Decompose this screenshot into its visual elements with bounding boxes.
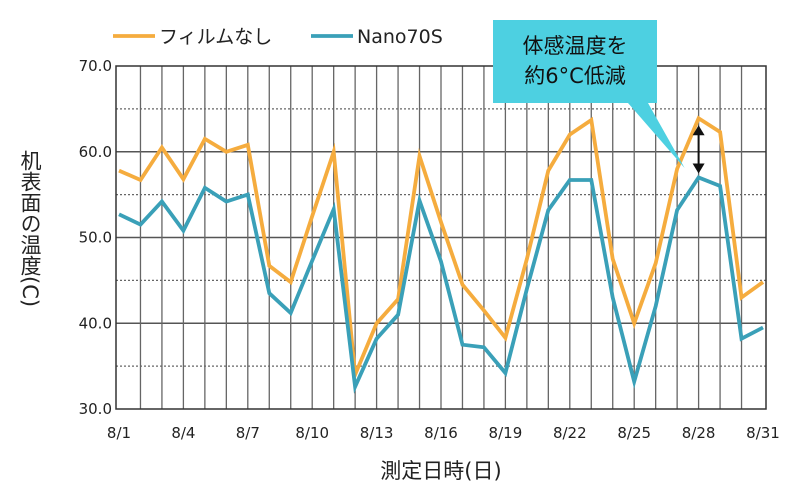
callout-text-line-1: 体感温度を <box>523 34 628 58</box>
x-axis-ticks: 8/1 8/4 8/7 8/10 8/13 8/16 8/19 8/22 8/25 8/28 8/3… <box>107 424 780 442</box>
callout-text-line-2: 約6°C低減 <box>524 64 626 88</box>
y-tick-label: 30.0 <box>79 400 112 418</box>
x-tick-label: 8/1 <box>107 424 131 442</box>
legend-label-2: Nano70S <box>357 26 443 48</box>
x-tick-label: 8/16 <box>424 424 458 442</box>
x-tick-label: 8/22 <box>553 424 587 442</box>
legend-label-1: フィルムなし <box>159 26 272 48</box>
x-axis-title: 測定日時(日) <box>380 459 501 483</box>
x-tick-label: 8/13 <box>360 424 394 442</box>
y-axis-title: 机表面の温度(C) <box>18 150 42 307</box>
callout-arrow-head-down <box>692 163 705 174</box>
x-tick-label: 8/10 <box>295 424 329 442</box>
series-line-2 <box>118 175 764 394</box>
x-tick-label: 8/25 <box>617 424 651 442</box>
x-tick-label: 8/31 <box>746 424 780 442</box>
y-tick-label: 40.0 <box>79 314 112 332</box>
grid <box>116 66 766 409</box>
legend: フィルムなし Nano70S <box>113 26 443 48</box>
x-tick-label: 8/4 <box>171 424 195 442</box>
series <box>118 115 765 394</box>
x-tick-label: 8/28 <box>682 424 716 442</box>
plot-frame <box>115 65 767 410</box>
y-tick-label: 70.0 <box>79 57 112 75</box>
y-tick-label: 50.0 <box>79 229 112 247</box>
series-line-1 <box>118 115 765 383</box>
y-axis-ticks: 30.0 40.0 50.0 60.0 70.0 <box>79 57 112 418</box>
x-tick-label: 8/19 <box>489 424 523 442</box>
callout-arrow-head-up <box>692 125 705 136</box>
x-tick-label: 8/7 <box>236 424 260 442</box>
y-tick-label: 60.0 <box>79 143 112 161</box>
callout-box <box>493 20 685 168</box>
